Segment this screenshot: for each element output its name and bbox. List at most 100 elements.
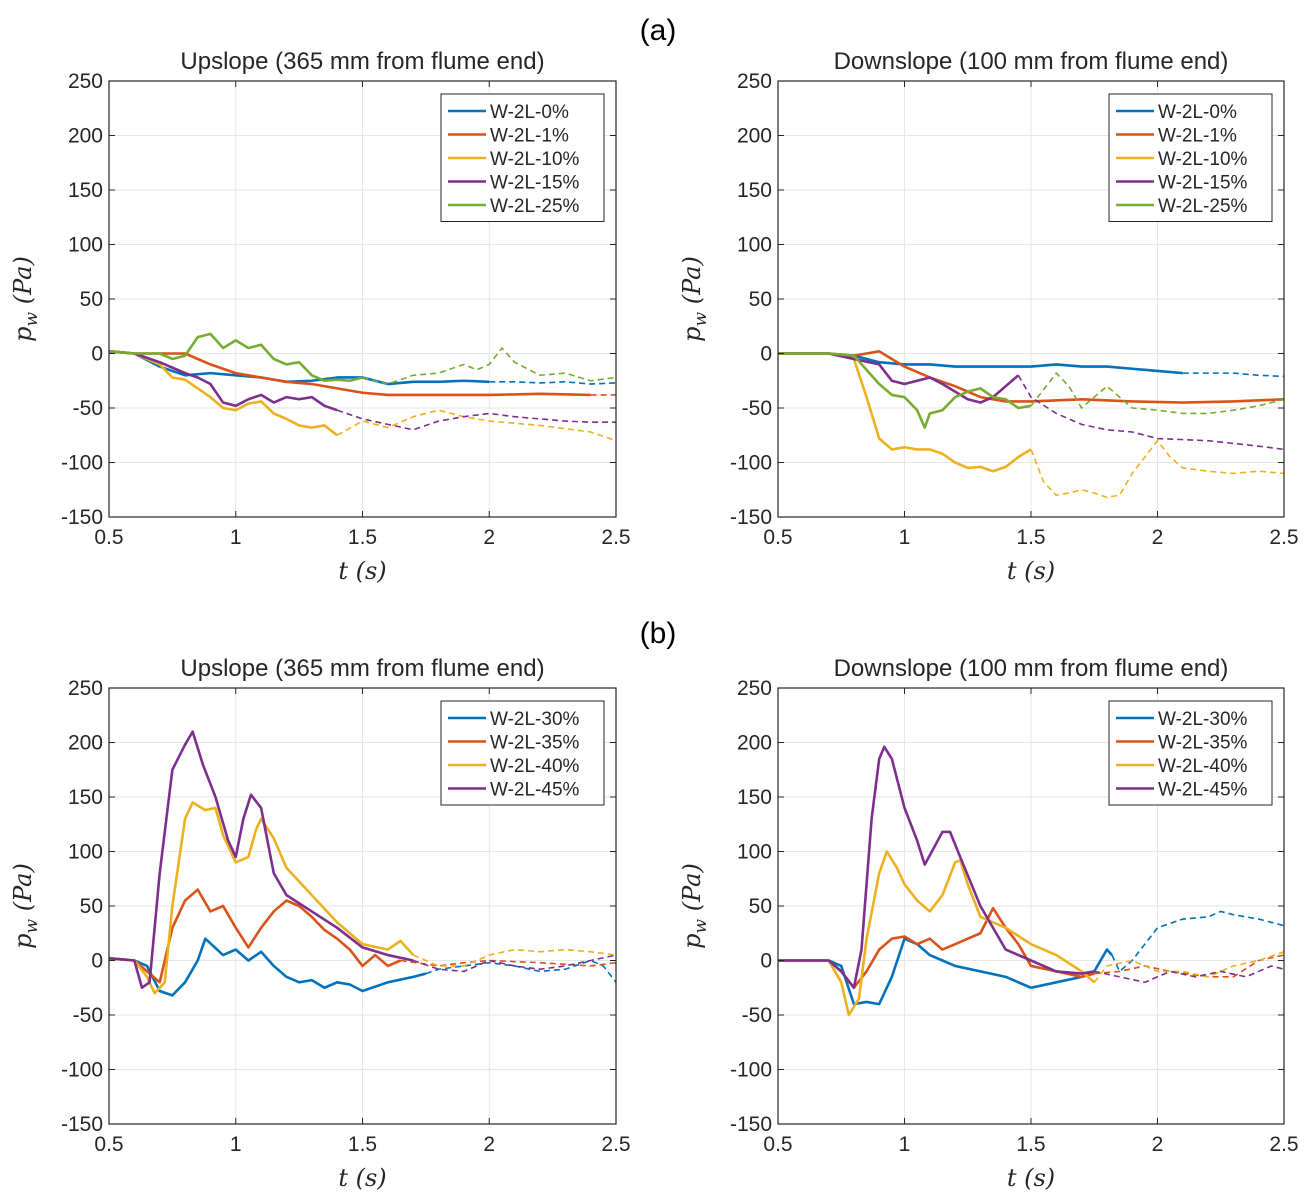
series-line-dashed-w-2l-10 bbox=[336, 409, 616, 442]
legend-label: W-2L-30% bbox=[490, 709, 580, 730]
y-tick-label: 200 bbox=[737, 732, 772, 755]
series-line-w-2l-30 bbox=[778, 937, 1113, 1006]
series-line-dashed-w-2l-45 bbox=[412, 954, 616, 973]
y-tick-label: -150 bbox=[730, 1113, 772, 1136]
x-tick-label: 1.5 bbox=[1016, 526, 1045, 549]
chart-title: Downslope (100 mm from flume end) bbox=[834, 655, 1229, 682]
series-group bbox=[109, 332, 616, 442]
y-tick-label: 250 bbox=[68, 677, 103, 700]
x-tick-label: 1 bbox=[899, 526, 911, 549]
x-axis-label: t (s) bbox=[338, 557, 386, 585]
x-tick-label: 2.5 bbox=[1269, 1133, 1298, 1156]
x-tick-label: 0.5 bbox=[94, 526, 123, 549]
legend-label: W-2L-10% bbox=[1158, 149, 1248, 170]
series-group bbox=[778, 745, 1284, 1017]
series-line-dashed-w-2l-0 bbox=[489, 381, 616, 385]
y-tick-label: -100 bbox=[730, 1059, 772, 1082]
legend: W-2L-30% W-2L-35%W-2L-40% W-2L-45% bbox=[1108, 700, 1273, 806]
legend-label: W-2L-25% bbox=[490, 196, 580, 217]
series-line-w-2l-40 bbox=[109, 801, 415, 995]
series-line-w-2l-1 bbox=[109, 350, 591, 397]
y-tick-label: -150 bbox=[61, 1113, 103, 1136]
chart-title: Upslope (365 mm from flume end) bbox=[180, 655, 544, 682]
y-tick-label: 50 bbox=[80, 288, 103, 311]
y-tick-label: 200 bbox=[68, 125, 103, 148]
legend-label: W-2L-45% bbox=[490, 780, 580, 801]
series-line-w-2l-10 bbox=[778, 352, 1032, 473]
y-tick-label: -50 bbox=[742, 397, 772, 420]
series-line-dashed-w-2l-15 bbox=[1017, 374, 1284, 451]
legend-label: W-2L-15% bbox=[1158, 173, 1248, 194]
legend-label: W-2L-30% bbox=[1158, 709, 1248, 730]
x-tick-label: 2.5 bbox=[601, 526, 630, 549]
y-tick-label: -50 bbox=[73, 397, 103, 420]
series-line-dashed-w-2l-40 bbox=[1093, 951, 1284, 983]
chart-title: Upslope (365 mm from flume end) bbox=[180, 48, 544, 75]
y-tick-label: 50 bbox=[80, 895, 103, 918]
series-line-w-2l-45 bbox=[778, 745, 1095, 990]
panel-label-b: (b) bbox=[640, 617, 677, 650]
x-tick-label: 0.5 bbox=[763, 526, 792, 549]
x-tick-label: 1.5 bbox=[348, 1133, 377, 1156]
series-line-dashed-w-2l-10 bbox=[1030, 439, 1284, 499]
series-group bbox=[778, 350, 1284, 499]
x-tick-label: 0.5 bbox=[94, 1133, 123, 1156]
legend-label: W-2L-25% bbox=[1158, 196, 1248, 217]
series-line-dashed-w-2l-25 bbox=[362, 346, 616, 385]
y-tick-label: 250 bbox=[68, 70, 103, 93]
x-tick-label: 2 bbox=[483, 1133, 495, 1156]
x-axis-label: t (s) bbox=[1007, 557, 1055, 585]
legend-label: W-2L-0% bbox=[490, 102, 569, 123]
series-line-dashed-w-2l-0 bbox=[1182, 372, 1284, 378]
x-tick-label: 0.5 bbox=[763, 1133, 792, 1156]
x-tick-label: 1 bbox=[230, 1133, 242, 1156]
x-tick-label: 2.5 bbox=[1269, 526, 1298, 549]
y-axis-label: pw (Pa) bbox=[678, 256, 711, 342]
series-line-w-2l-45 bbox=[109, 730, 414, 990]
legend: W-2L-0% W-2L-1%W-2L-10% W-2L-15%W-2L-25% bbox=[440, 93, 605, 222]
y-tick-label: -100 bbox=[61, 1059, 103, 1082]
series-line-w-2l-25 bbox=[778, 352, 1032, 429]
y-tick-label: 150 bbox=[68, 786, 103, 809]
x-tick-label: 2 bbox=[1152, 1133, 1164, 1156]
y-axis-label: pw (Pa) bbox=[9, 863, 42, 949]
y-tick-label: -100 bbox=[730, 452, 772, 475]
legend-label: W-2L-0% bbox=[1158, 102, 1237, 123]
x-tick-label: 1 bbox=[230, 526, 242, 549]
chart-title: Downslope (100 mm from flume end) bbox=[834, 48, 1229, 75]
legend-label: W-2L-15% bbox=[490, 173, 580, 194]
series-line-w-2l-15 bbox=[778, 352, 1020, 404]
y-tick-label: 100 bbox=[737, 841, 772, 864]
series-line-dashed-w-2l-25 bbox=[1030, 371, 1284, 415]
legend: W-2L-30% W-2L-35%W-2L-40% W-2L-45% bbox=[440, 700, 605, 806]
y-tick-label: 0 bbox=[91, 950, 103, 973]
series-group bbox=[109, 730, 616, 997]
legend-label: W-2L-40% bbox=[1158, 756, 1248, 777]
legend: W-2L-0% W-2L-1%W-2L-10% W-2L-15%W-2L-25% bbox=[1108, 93, 1273, 222]
y-tick-label: 0 bbox=[760, 343, 772, 366]
series-line-w-2l-1 bbox=[778, 350, 1284, 404]
chart-4: 0.5 1 1.5 2 2.5 -150 -100 -50 0 50 100 150 200 250 Dow… bbox=[678, 655, 1299, 1192]
legend-label: W-2L-45% bbox=[1158, 780, 1248, 801]
series-line-w-2l-0 bbox=[109, 350, 490, 386]
series-line-dashed-w-2l-35 bbox=[1094, 954, 1284, 978]
y-tick-label: 50 bbox=[749, 895, 772, 918]
x-tick-label: 2 bbox=[1152, 526, 1164, 549]
series-line-w-2l-30 bbox=[109, 937, 427, 997]
y-tick-label: -50 bbox=[73, 1004, 103, 1027]
x-tick-label: 2.5 bbox=[601, 1133, 630, 1156]
legend-label: W-2L-35% bbox=[1158, 733, 1248, 754]
x-tick-label: 1.5 bbox=[348, 526, 377, 549]
panel-label-a: (a) bbox=[640, 14, 677, 47]
series-line-dashed-w-2l-30 bbox=[425, 959, 616, 983]
y-tick-label: 0 bbox=[91, 343, 103, 366]
legend-label: W-2L-40% bbox=[490, 756, 580, 777]
series-line-w-2l-0 bbox=[778, 352, 1183, 375]
legend-label: W-2L-1% bbox=[490, 126, 569, 147]
legend-label: W-2L-10% bbox=[490, 149, 580, 170]
y-tick-label: -50 bbox=[742, 1004, 772, 1027]
y-tick-label: 200 bbox=[68, 732, 103, 755]
x-axis-label: t (s) bbox=[338, 1164, 386, 1192]
y-tick-label: 150 bbox=[737, 786, 772, 809]
